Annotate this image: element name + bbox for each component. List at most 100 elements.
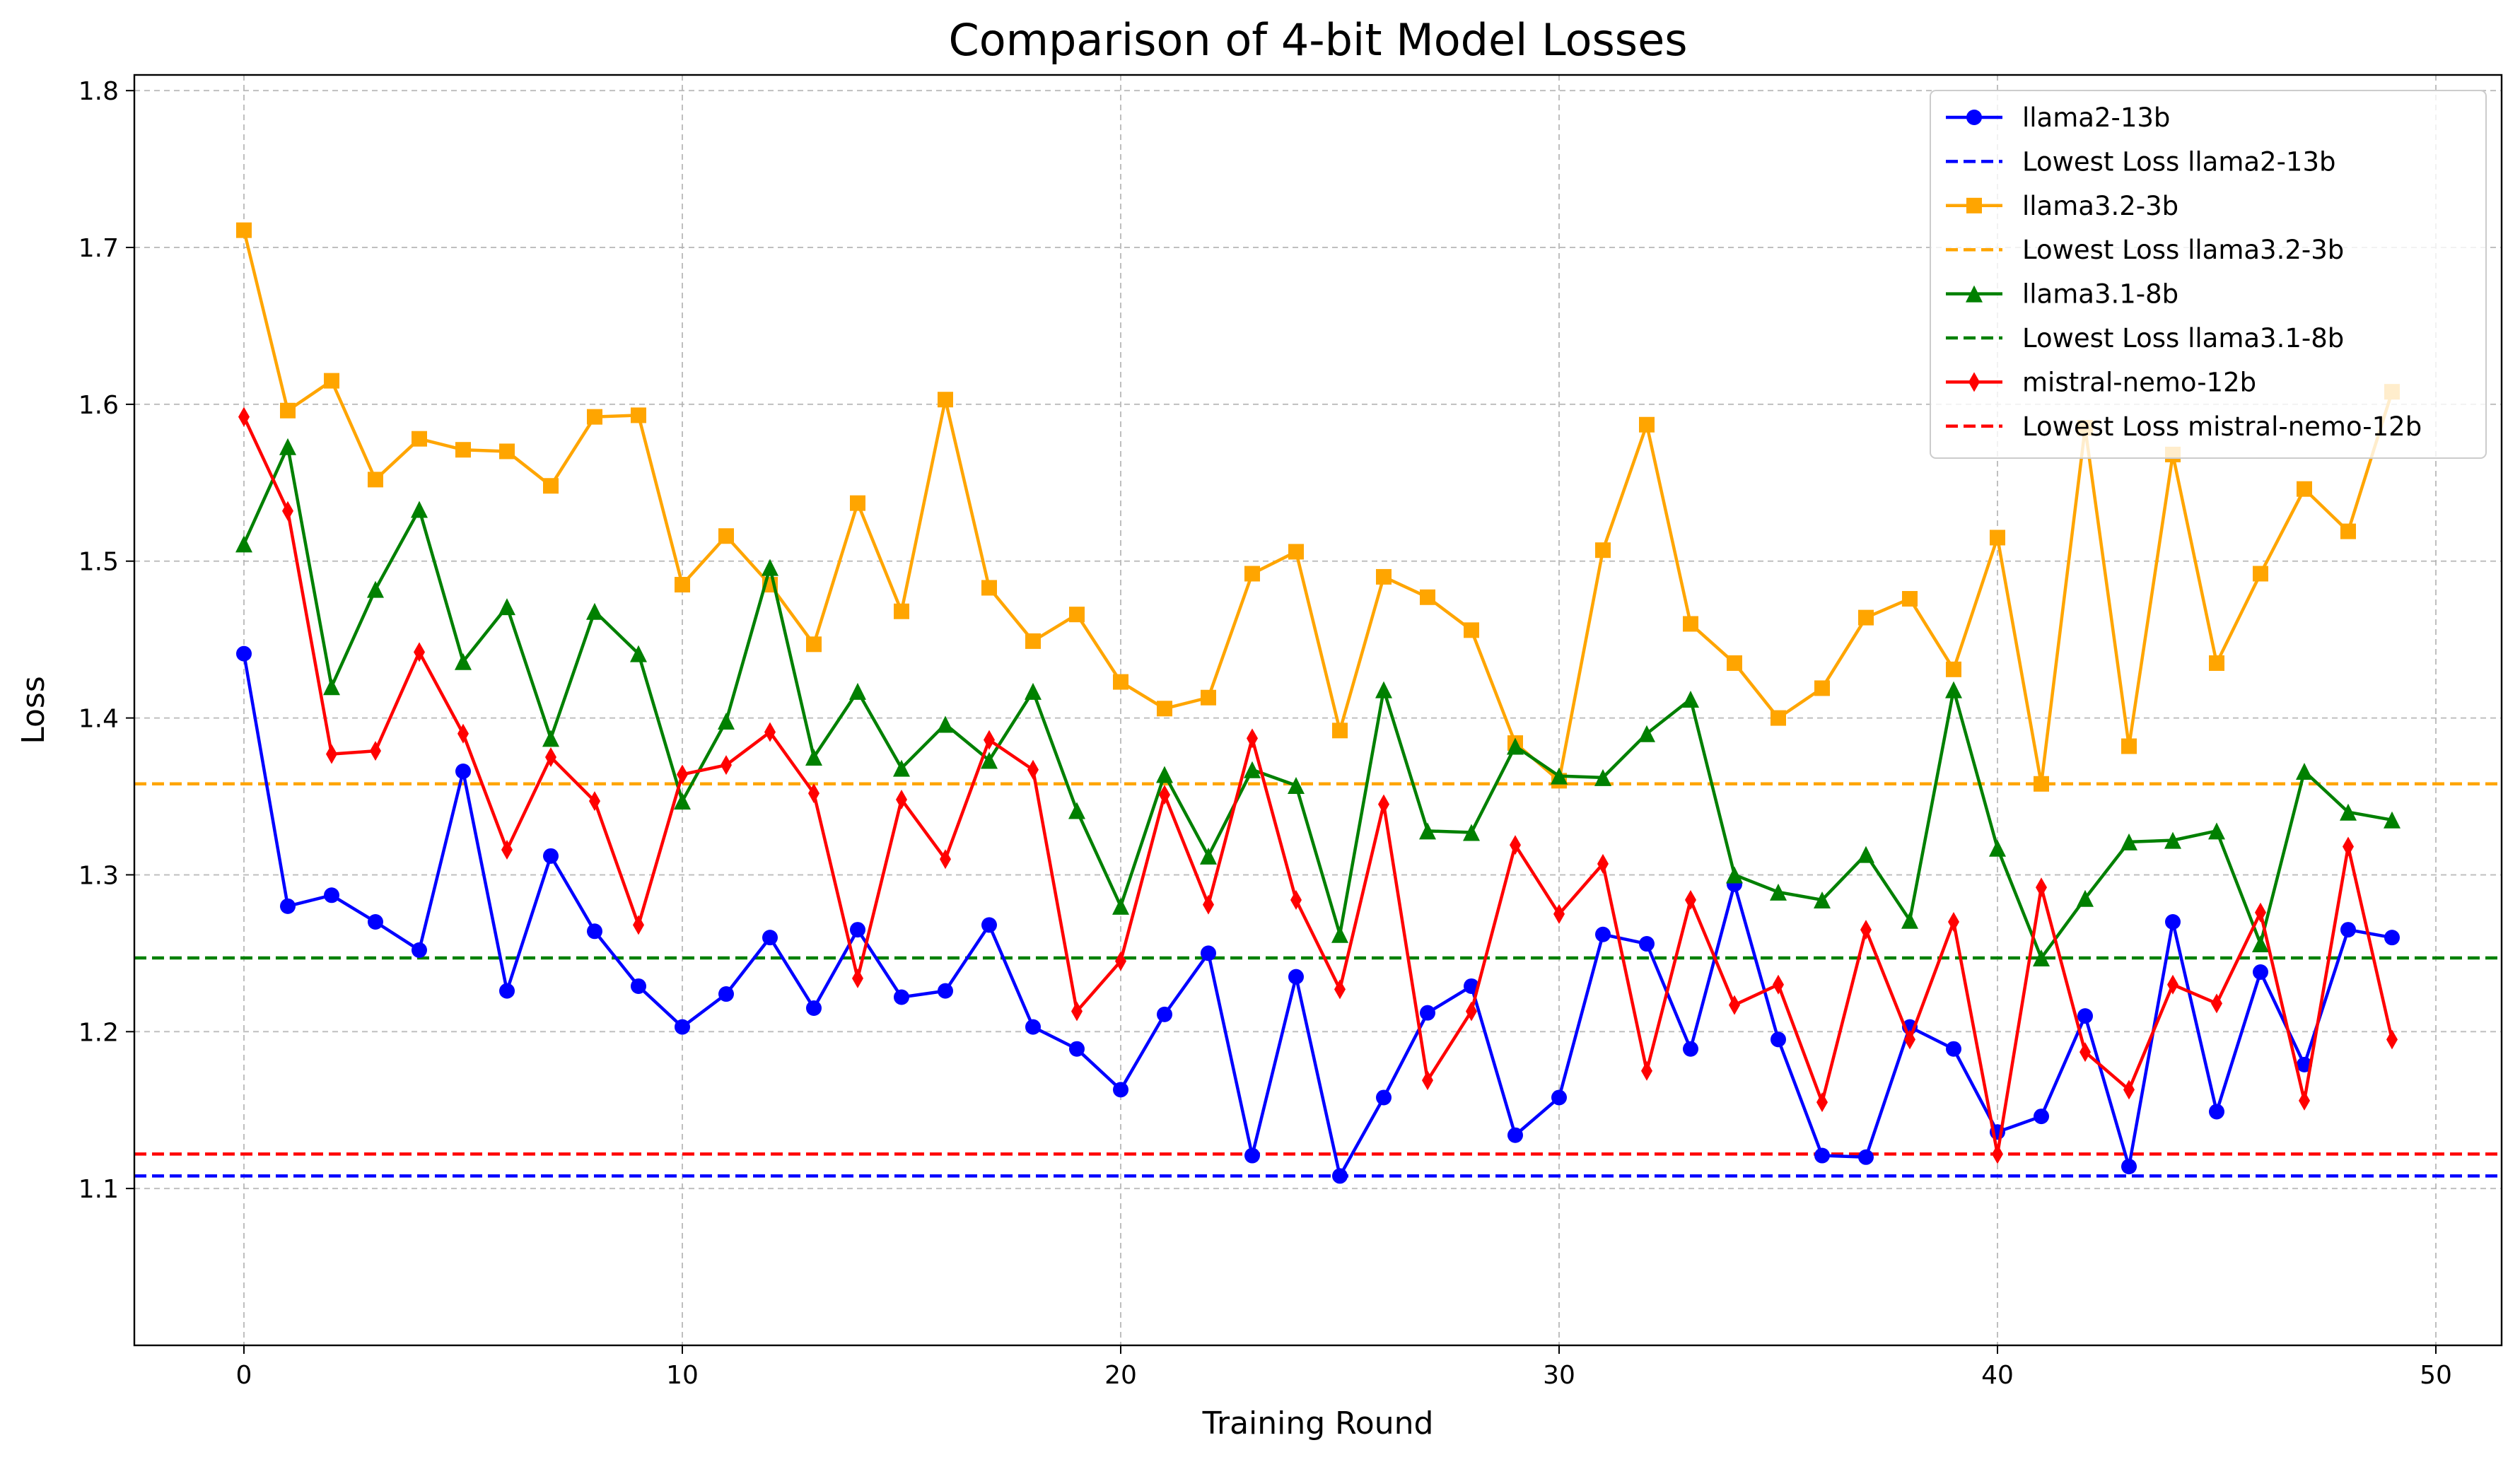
data-point: [238, 407, 250, 427]
data-point: [543, 848, 559, 864]
data-point: [1288, 776, 1305, 794]
series-llama3.1-8b: [235, 438, 2401, 967]
data-point: [2299, 1090, 2310, 1111]
data-point: [586, 602, 603, 620]
data-point: [455, 764, 471, 780]
legend-marker: [1966, 197, 1982, 214]
legend-label: llama3.2-3b: [2022, 191, 2178, 221]
data-point: [2121, 1159, 2137, 1175]
data-point: [762, 559, 778, 576]
legend-item: llama2-13b: [1946, 103, 2170, 133]
data-point: [1375, 681, 1392, 698]
legend-item: llama3.1-8b: [1946, 279, 2178, 310]
data-point: [1641, 1060, 1652, 1081]
data-point: [2164, 831, 2181, 849]
data-point: [1332, 1168, 1348, 1184]
data-point: [721, 755, 732, 776]
data-point: [1334, 979, 1346, 1000]
data-point: [850, 922, 865, 938]
data-point: [1201, 945, 1216, 961]
legend-item: Lowest Loss mistral-nemo-12b: [1946, 411, 2422, 442]
data-point: [542, 730, 559, 747]
data-point: [2079, 1042, 2091, 1063]
data-point: [718, 528, 734, 544]
data-point: [1331, 925, 1348, 943]
legend-label: Lowest Loss mistral-nemo-12b: [2022, 411, 2422, 442]
data-point: [1814, 680, 1830, 696]
data-point: [1946, 661, 1961, 677]
data-point: [1857, 846, 1874, 863]
data-point: [501, 839, 513, 860]
data-point: [2167, 974, 2178, 995]
data-point: [1771, 1031, 1786, 1048]
data-point: [455, 653, 472, 670]
data-point: [850, 495, 865, 511]
legend-label: Lowest Loss llama2-13b: [2022, 146, 2336, 177]
data-point: [1773, 974, 1784, 995]
data-point: [2209, 655, 2224, 671]
data-point: [677, 764, 688, 785]
data-point: [718, 713, 735, 730]
legend-item: Lowest Loss llama3.2-3b: [1946, 235, 2344, 265]
data-point: [1069, 1041, 1085, 1057]
data-point: [1946, 1041, 1961, 1057]
data-point: [412, 431, 427, 447]
x-tick-label: 30: [1543, 1361, 1575, 1390]
data-point: [1288, 544, 1304, 560]
legend-item: Lowest Loss llama2-13b: [1946, 146, 2336, 177]
legend-marker: [1966, 110, 1982, 125]
data-point: [1639, 416, 1655, 433]
data-point: [938, 983, 953, 999]
data-point: [1156, 766, 1173, 783]
data-point: [2123, 1080, 2135, 1100]
data-point: [324, 373, 339, 389]
data-point: [1025, 633, 1041, 649]
data-point: [981, 917, 997, 933]
data-point: [1244, 1147, 1260, 1164]
data-point: [1378, 794, 1389, 814]
data-point: [675, 577, 690, 593]
data-point: [1201, 689, 1216, 706]
data-point: [2253, 964, 2268, 980]
series-line: [242, 416, 2394, 1156]
data-point: [1332, 723, 1348, 739]
data-point: [894, 989, 909, 1005]
data-point: [282, 501, 293, 521]
legend: llama2-13b Lowest Loss llama2-13b llama3.2…: [1930, 90, 2487, 459]
y-tick-label: 1.5: [78, 548, 119, 577]
data-point: [1729, 995, 1740, 1015]
data-point: [1816, 1092, 1828, 1113]
data-point: [1553, 903, 1565, 924]
data-point: [1685, 889, 1696, 910]
data-point: [1069, 607, 1085, 623]
data-point: [235, 535, 252, 553]
data-point: [1203, 894, 1214, 915]
data-point: [323, 678, 340, 696]
data-point: [630, 645, 647, 662]
data-point: [1244, 566, 1260, 582]
data-point: [1068, 802, 1085, 819]
data-point: [1814, 1147, 1830, 1164]
data-point: [1727, 655, 1742, 671]
data-point: [2296, 763, 2313, 780]
data-point: [279, 438, 296, 455]
data-point: [1945, 681, 1962, 698]
data-point: [1901, 911, 1918, 929]
data-point: [1551, 1089, 1567, 1106]
data-point: [1992, 1144, 2003, 1164]
data-point: [984, 730, 995, 750]
data-point: [1638, 725, 1655, 742]
data-point: [1112, 897, 1129, 915]
data-point: [1726, 866, 1743, 884]
x-axis: 0 10 20 30 40 50: [236, 1345, 2452, 1390]
data-point: [498, 598, 515, 616]
data-point: [806, 1000, 822, 1017]
data-point: [587, 923, 602, 940]
data-point: [2036, 877, 2047, 898]
x-tick-label: 10: [666, 1361, 699, 1390]
data-point: [2297, 1056, 2312, 1072]
data-point: [1376, 568, 1392, 585]
data-point: [981, 752, 998, 769]
